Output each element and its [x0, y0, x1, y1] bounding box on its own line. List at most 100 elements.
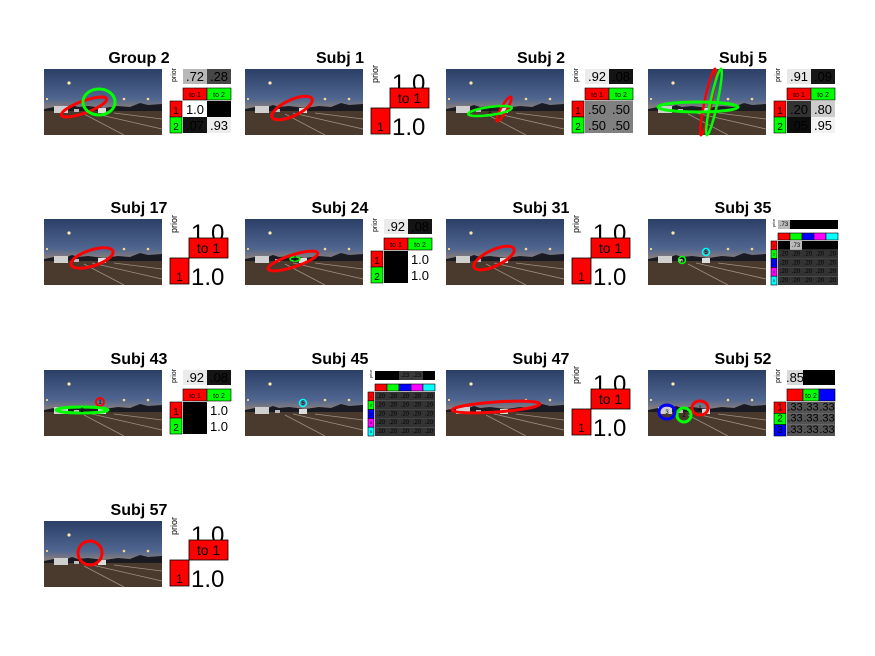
- row-label: 1: [575, 106, 581, 117]
- transition-value: .20: [425, 403, 434, 409]
- transition-value: .20: [792, 269, 801, 275]
- prior-cell-value: .72: [186, 69, 204, 84]
- row-cell: [169, 559, 190, 587]
- prior-cell-value: .92: [387, 219, 405, 234]
- transition-cell: [387, 418, 399, 428]
- prior-cell-value: .23: [401, 373, 410, 379]
- transition-cell: [585, 101, 609, 117]
- transition-cell: [384, 251, 408, 267]
- transition-value: .05: [790, 118, 808, 133]
- transition-cell: [207, 402, 231, 418]
- transition-value: .20: [401, 420, 410, 426]
- prior-cell: [826, 220, 838, 229]
- transition-cell: [826, 276, 838, 285]
- state-marker: [677, 255, 687, 265]
- transition-cell: [207, 101, 231, 117]
- row-label: 4: [773, 269, 776, 274]
- transition-value: .07: [186, 118, 204, 133]
- transition-cell: [778, 258, 790, 268]
- transition-cell: [399, 392, 411, 401]
- row-cell: [571, 116, 585, 134]
- row-cell: [773, 424, 787, 437]
- prior-label: prior: [571, 366, 581, 384]
- prior-cell: [787, 370, 803, 385]
- transition-value: .20: [401, 403, 410, 409]
- transition-cell: [384, 267, 408, 283]
- state-marker: [54, 405, 110, 415]
- transition-value: .20: [425, 420, 434, 426]
- transition-cell: [814, 267, 826, 277]
- row-label: 1: [777, 402, 783, 413]
- transition-cell: [183, 101, 207, 117]
- transition-cell: [207, 418, 231, 434]
- transition-cell: [399, 409, 411, 419]
- transition-cell: [375, 400, 387, 410]
- header-cell: [825, 232, 839, 241]
- row-label: 3: [777, 425, 783, 436]
- prior-cell: [819, 370, 835, 385]
- transition-cell: [387, 392, 399, 401]
- transition-value: .20: [377, 403, 386, 409]
- row-label: 2: [773, 252, 776, 257]
- transition-cell: [387, 427, 399, 436]
- transition-value: .20: [816, 252, 825, 258]
- transition-value: .33: [803, 401, 818, 413]
- prior-label: prior: [169, 215, 179, 233]
- prior-cell-value: .73: [780, 222, 789, 228]
- state-marker-label: 2: [488, 109, 492, 115]
- transition-value: 1.0: [411, 252, 429, 267]
- transition-value: .33: [803, 413, 818, 425]
- row-label: 1: [374, 256, 380, 267]
- panel-title: Subj 5: [719, 50, 767, 67]
- prior-cell: [375, 371, 387, 380]
- transition-value: .20: [828, 278, 837, 284]
- header-label: to 2: [213, 393, 225, 400]
- transition-cell: [375, 427, 387, 436]
- transition-value: 1.0: [186, 102, 204, 117]
- prior-label: prior: [370, 65, 380, 83]
- transition-value: .33: [787, 413, 802, 425]
- transition-cell: [778, 276, 790, 285]
- state-marker: [701, 247, 711, 257]
- transition-cell: [778, 249, 790, 259]
- prior-cell: [778, 220, 790, 229]
- transition-cell: [802, 276, 814, 285]
- header-label: to 2: [615, 92, 627, 99]
- row-cell: [370, 266, 384, 284]
- panel-title: Subj 2: [517, 50, 565, 67]
- transition-value: .20: [389, 420, 398, 426]
- prior-label: prior: [372, 217, 379, 232]
- row-cell: [370, 107, 391, 135]
- prior-cell: [803, 370, 819, 385]
- row-cell: [770, 275, 778, 286]
- transition-cell: [207, 117, 231, 133]
- header-label: to 1: [591, 92, 603, 99]
- header-cell: [410, 383, 424, 392]
- transition-cell: [814, 241, 826, 250]
- prior-label: prior: [171, 368, 178, 383]
- state-marker: [472, 244, 516, 272]
- header-label: to 1: [793, 92, 805, 99]
- state-marker-label: 2: [680, 258, 684, 264]
- state-marker: [266, 249, 320, 273]
- header-label: to 1: [398, 90, 422, 106]
- prior-cell-value: .23: [413, 373, 422, 379]
- header-cell: [608, 87, 634, 101]
- panel-title: Subj 17: [111, 200, 168, 217]
- transition-value: .20: [425, 429, 434, 435]
- prior-cell-value: .92: [588, 69, 606, 84]
- state-marker: [69, 246, 115, 270]
- transition-cell: [790, 276, 802, 285]
- transition-value: .20: [828, 260, 837, 266]
- transition-cell: [803, 424, 819, 436]
- transition-value: 1.0: [593, 264, 626, 291]
- prior-cell-value: .91: [790, 69, 808, 84]
- panel-title: Subj 47: [513, 351, 570, 368]
- transition-cell: [585, 117, 609, 133]
- transition-value: 1.0: [210, 419, 228, 434]
- transition-cell: [802, 267, 814, 277]
